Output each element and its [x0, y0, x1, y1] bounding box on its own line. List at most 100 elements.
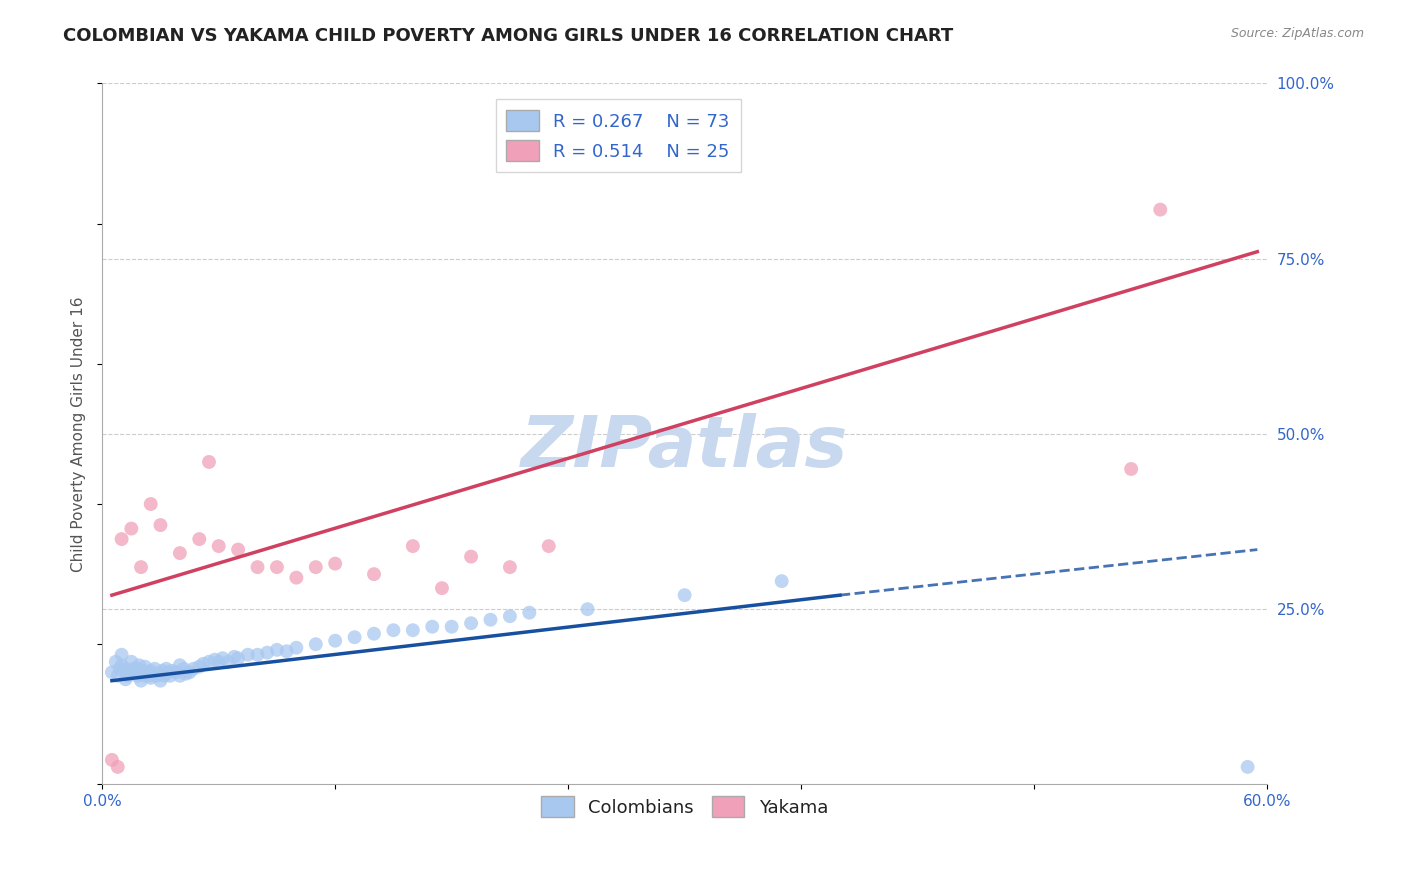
Point — [138, 669, 160, 683]
Point — [173, 662, 195, 676]
Point — [226, 651, 249, 665]
Point — [460, 616, 482, 631]
Point — [101, 753, 124, 767]
Point — [208, 539, 231, 553]
Point — [1121, 462, 1143, 476]
Point — [107, 669, 129, 683]
Point — [169, 669, 191, 683]
Point — [174, 666, 197, 681]
Point — [517, 606, 540, 620]
Point — [169, 546, 191, 560]
Point — [226, 542, 249, 557]
Point — [363, 626, 385, 640]
Point — [132, 664, 155, 678]
Point — [129, 560, 152, 574]
Point — [149, 518, 172, 533]
Point — [149, 673, 172, 688]
Point — [117, 669, 139, 683]
Point — [191, 657, 214, 671]
Point — [224, 649, 246, 664]
Point — [183, 662, 205, 676]
Point — [169, 658, 191, 673]
Point — [139, 497, 162, 511]
Point — [460, 549, 482, 564]
Point — [134, 669, 156, 683]
Point — [211, 651, 233, 665]
Legend: Colombians, Yakama: Colombians, Yakama — [534, 789, 835, 824]
Point — [198, 455, 221, 469]
Point — [266, 643, 288, 657]
Point — [129, 666, 152, 681]
Point — [285, 640, 308, 655]
Point — [108, 662, 131, 676]
Point — [1236, 760, 1258, 774]
Point — [576, 602, 599, 616]
Point — [285, 571, 308, 585]
Point — [305, 637, 328, 651]
Point — [157, 665, 180, 680]
Point — [159, 669, 181, 683]
Point — [120, 665, 142, 680]
Point — [204, 653, 226, 667]
Point — [363, 567, 385, 582]
Point — [139, 671, 162, 685]
Point — [440, 620, 463, 634]
Point — [145, 669, 167, 683]
Point — [120, 655, 142, 669]
Text: COLOMBIAN VS YAKAMA CHILD POVERTY AMONG GIRLS UNDER 16 CORRELATION CHART: COLOMBIAN VS YAKAMA CHILD POVERTY AMONG … — [63, 27, 953, 45]
Point — [127, 669, 149, 683]
Point — [236, 648, 259, 662]
Point — [153, 669, 176, 683]
Point — [499, 560, 522, 574]
Point — [152, 664, 174, 678]
Point — [165, 665, 187, 680]
Point — [188, 532, 211, 546]
Text: ZIPatlas: ZIPatlas — [522, 414, 848, 483]
Point — [122, 662, 145, 676]
Point — [111, 658, 134, 673]
Point — [382, 624, 405, 638]
Point — [111, 532, 134, 546]
Point — [499, 609, 522, 624]
Y-axis label: Child Poverty Among Girls Under 16: Child Poverty Among Girls Under 16 — [72, 296, 86, 572]
Point — [246, 560, 269, 574]
Point — [134, 659, 156, 673]
Point — [402, 539, 425, 553]
Point — [127, 662, 149, 676]
Point — [256, 646, 278, 660]
Point — [420, 620, 443, 634]
Point — [323, 557, 346, 571]
Text: Source: ZipAtlas.com: Source: ZipAtlas.com — [1230, 27, 1364, 40]
Point — [139, 664, 162, 678]
Point — [114, 662, 136, 676]
Point — [430, 581, 453, 595]
Point — [198, 655, 221, 669]
Point — [343, 630, 366, 644]
Point — [479, 613, 502, 627]
Point — [104, 655, 127, 669]
Point — [155, 662, 177, 676]
Point — [1149, 202, 1171, 217]
Point — [143, 662, 166, 676]
Point — [673, 588, 696, 602]
Point — [208, 655, 231, 669]
Point — [770, 574, 793, 589]
Point — [402, 624, 425, 638]
Point — [179, 665, 201, 680]
Point — [101, 665, 124, 680]
Point — [111, 648, 134, 662]
Point — [160, 664, 183, 678]
Point — [107, 760, 129, 774]
Point — [537, 539, 560, 553]
Point — [305, 560, 328, 574]
Point — [217, 655, 239, 669]
Point — [120, 522, 142, 536]
Point — [128, 658, 150, 673]
Point — [188, 659, 211, 673]
Point — [276, 644, 298, 658]
Point — [246, 648, 269, 662]
Point — [135, 665, 157, 680]
Point — [114, 673, 136, 687]
Point — [142, 666, 165, 681]
Point — [129, 673, 152, 688]
